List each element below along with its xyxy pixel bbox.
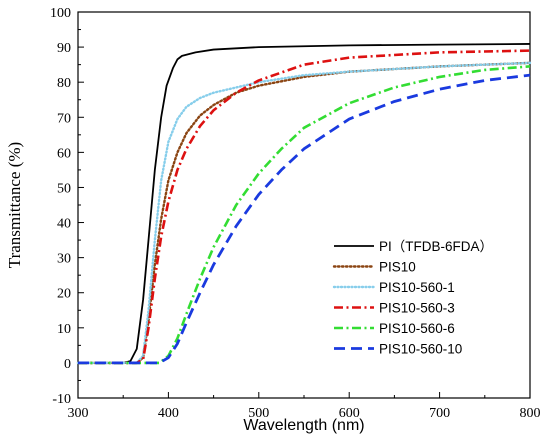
y-tick-label: 90: [57, 41, 71, 56]
series-line-6: [78, 73, 531, 365]
legend-label-3: PIS10-560-1: [379, 280, 455, 295]
legend-label-5: PIS10-560-6: [379, 321, 455, 336]
x-tick-label: 300: [68, 406, 89, 421]
x-tick-label: 400: [158, 406, 179, 421]
legend-label-1: PI（TFDB-6FDA）: [379, 239, 493, 254]
x-tick-label: 600: [339, 406, 360, 421]
y-tick-label: 100: [50, 6, 71, 21]
series-line-2: [76, 61, 532, 365]
y-tick-label: 70: [57, 111, 71, 126]
series-line-1: [78, 43, 531, 364]
x-axis-title: Wavelength (nm): [243, 417, 364, 434]
legend-label-6: PIS10-560-10: [379, 342, 462, 357]
series-line-5: [78, 65, 531, 365]
y-axis-title: Transmittance (%): [5, 142, 24, 268]
y-tick-label: 10: [57, 322, 71, 337]
y-tick-label: 30: [57, 252, 71, 267]
y-tick-label: 60: [57, 146, 71, 161]
legend-label-2: PIS10: [379, 260, 416, 275]
y-tick-label: 40: [57, 217, 71, 232]
legend: PI（TFDB-6FDA） PIS10 PIS10-560-1 PIS10-560-3…: [332, 239, 493, 357]
series-layer: [76, 43, 532, 365]
y-tick-label: 80: [57, 76, 71, 91]
y-tick-label: 20: [57, 287, 71, 302]
x-axis: 300 400 500 600 700 800: [68, 392, 541, 421]
series-line-3: [76, 61, 532, 365]
y-axis: -10 0 10 20 30 40 50 60 70 80 90 100: [50, 6, 84, 407]
x-tick-label: 800: [520, 406, 541, 421]
series-line-4: [78, 49, 531, 365]
y-tick-label: 50: [57, 181, 71, 196]
x-tick-label: 500: [248, 406, 269, 421]
x-tick-label: 700: [429, 406, 450, 421]
legend-label-4: PIS10-560-3: [379, 301, 455, 316]
y-tick-label: 0: [64, 357, 71, 372]
y-tick-label: -10: [52, 392, 71, 407]
